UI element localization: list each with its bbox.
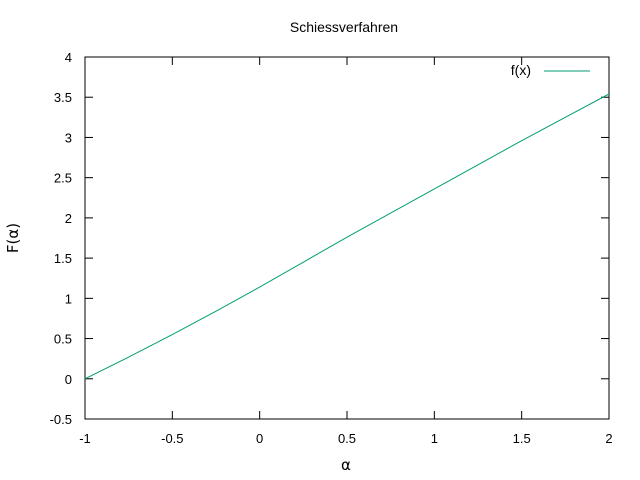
y-tick-label: 4 xyxy=(65,50,72,65)
y-tick-label: 3.5 xyxy=(54,90,72,105)
tick-labels: -1 -0.5 0 0.5 1 1.5 2 -0.5 0 0.5 1 1.5 2 2.5 3 3.5 4 xyxy=(50,50,613,446)
x-tick-label: 1 xyxy=(431,431,438,446)
x-tick-label: -0.5 xyxy=(161,431,183,446)
series-line-f-x xyxy=(84,93,610,380)
y-tick-label: 0 xyxy=(65,372,72,387)
y-tick-label: 3 xyxy=(65,130,72,145)
x-tick-label: 0 xyxy=(256,431,263,446)
legend-label-f-x: f(x) xyxy=(511,62,531,78)
chart-title: Schiessverfahren xyxy=(290,19,398,35)
y-axis-label: F(α) xyxy=(4,223,22,253)
plot-frame xyxy=(84,56,610,420)
y-tick-label: -0.5 xyxy=(50,412,72,427)
y-tick-label: 2.5 xyxy=(54,171,72,186)
x-tick-label: -1 xyxy=(79,431,91,446)
x-tick-label: 0.5 xyxy=(338,431,356,446)
axis-ticks xyxy=(84,56,610,420)
y-tick-label: 0.5 xyxy=(54,332,72,347)
x-tick-label: 2 xyxy=(605,431,612,446)
y-tick-label: 2 xyxy=(65,211,72,226)
x-tick-label: 1.5 xyxy=(513,431,531,446)
x-axis-label: α xyxy=(341,456,351,474)
series-group xyxy=(84,93,610,380)
y-tick-label: 1 xyxy=(65,291,72,306)
y-tick-label: 1.5 xyxy=(54,251,72,266)
legend: f(x) xyxy=(511,62,590,78)
